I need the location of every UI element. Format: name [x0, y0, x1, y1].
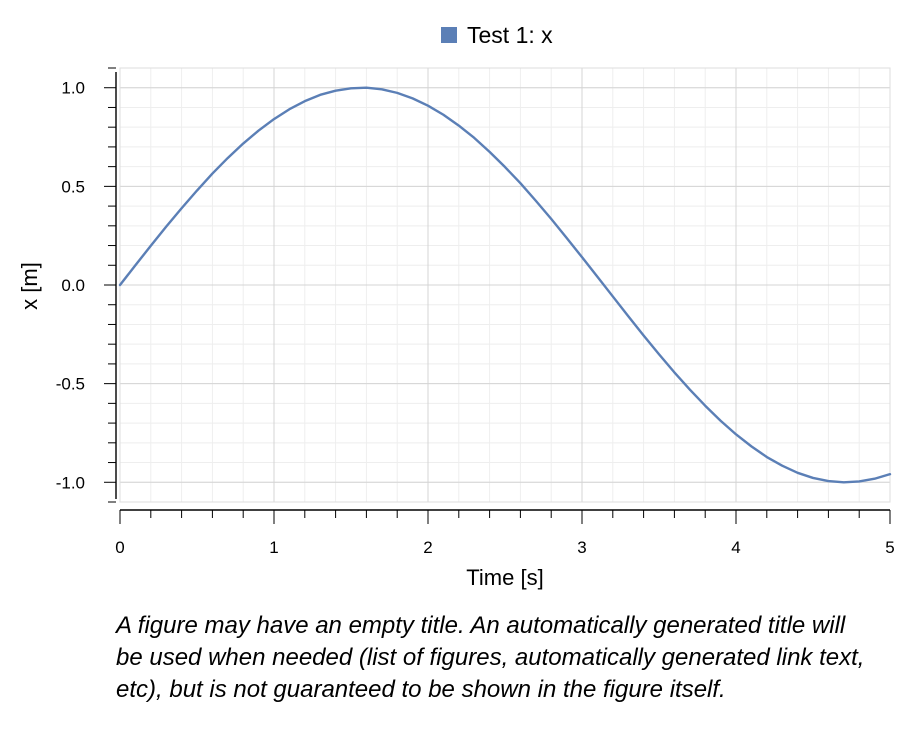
legend-label: Test 1: x [467, 22, 553, 48]
y-tick-label: -1.0 [56, 473, 85, 492]
x-tick-label: 2 [423, 538, 432, 557]
y-tick-label: 0.0 [61, 276, 85, 295]
series-layer [118, 86, 892, 484]
x-axis-title: Time [s] [466, 565, 543, 590]
series-line [118, 86, 892, 484]
x-axis: 0 1 2 3 4 5 [115, 509, 895, 557]
y-tick-label: 1.0 [61, 79, 85, 98]
y-axis-title: x [m] [17, 262, 42, 310]
x-tick-label: 5 [885, 538, 894, 557]
x-tick-label: 4 [731, 538, 740, 557]
legend: Test 1: x [441, 22, 553, 48]
x-tick-label: 0 [115, 538, 124, 557]
y-tick-label: -0.5 [56, 375, 85, 394]
x-tick-label: 3 [577, 538, 586, 557]
x-tick-label: 1 [269, 538, 278, 557]
y-tick-label: 0.5 [61, 177, 85, 196]
figure-caption: A figure may have an empty title. An aut… [116, 612, 865, 703]
y-axis: 1.0 0.5 0.0 -0.5 -1.0 [56, 67, 117, 503]
legend-swatch [441, 27, 457, 43]
line-chart: 1.0 0.5 0.0 -0.5 -1.0 0 1 2 3 4 5 Test 1: x Time … [17, 22, 895, 590]
major-grid [119, 68, 891, 502]
